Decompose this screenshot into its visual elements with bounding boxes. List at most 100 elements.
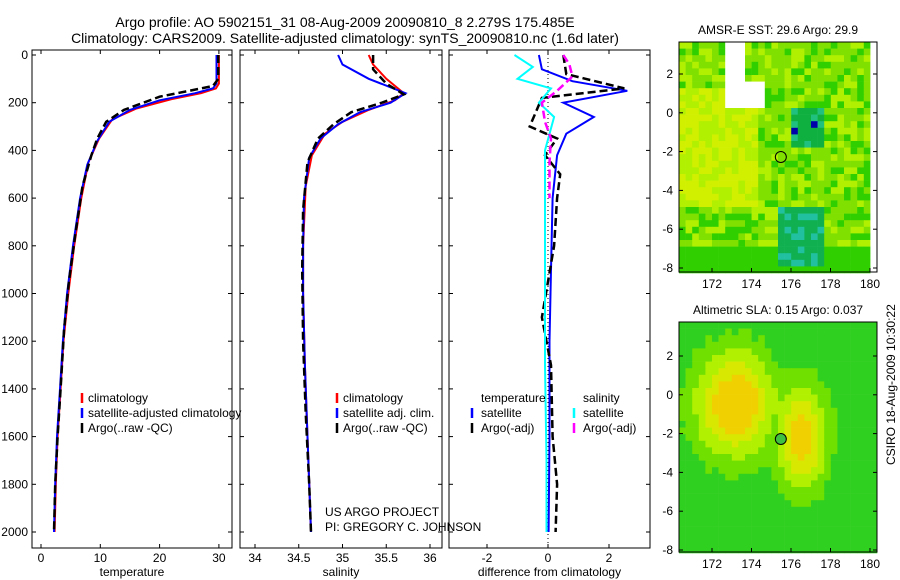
map-cell — [745, 533, 752, 541]
map-cell — [784, 513, 792, 521]
map-cell — [764, 473, 772, 481]
map-cell — [712, 427, 719, 435]
map-cell — [817, 440, 825, 448]
map-cell — [698, 233, 706, 241]
map-cell — [857, 180, 865, 188]
map-cell — [745, 220, 752, 228]
y-tick-label: -4 — [662, 183, 673, 197]
map-cell — [824, 75, 832, 82]
map-cell — [784, 246, 792, 254]
map-cell — [870, 147, 878, 155]
map-cell — [718, 94, 726, 102]
map-cell — [817, 94, 825, 102]
map-cell — [850, 440, 858, 448]
map-cell — [817, 220, 825, 228]
map-cell — [784, 259, 792, 267]
map-cell — [718, 322, 726, 329]
map-cell — [718, 440, 726, 448]
map-cell — [679, 154, 686, 162]
map-cell — [758, 253, 766, 261]
map-cell — [797, 506, 805, 514]
y-tick-label: -4 — [662, 465, 673, 479]
map-cell — [870, 355, 878, 362]
map-cell — [679, 68, 686, 76]
map-cell — [712, 174, 719, 181]
map-cell — [771, 460, 779, 468]
map-cell — [870, 134, 878, 142]
map-cell — [791, 226, 799, 234]
map-cell — [745, 473, 752, 481]
map-cell — [870, 374, 878, 382]
map-cell — [824, 68, 832, 76]
x-tick-label: 34.5 — [287, 551, 311, 565]
diff-axes-box — [448, 49, 651, 549]
map-cell — [705, 253, 713, 261]
map-cell — [804, 141, 812, 148]
map-cell — [712, 193, 719, 201]
map-cell — [791, 240, 799, 247]
map-cell — [758, 533, 766, 541]
map-cell — [771, 121, 779, 129]
map-cell — [731, 434, 739, 442]
map-cell — [850, 226, 858, 234]
map-cell — [764, 187, 772, 195]
map-cell — [811, 167, 818, 175]
map-cell — [679, 467, 686, 475]
map-cell — [830, 506, 838, 514]
map-cell — [745, 487, 752, 494]
map-cell — [824, 154, 832, 162]
map-cell — [817, 167, 825, 175]
map-cell — [784, 401, 792, 409]
map-cell — [824, 101, 832, 109]
map-cell — [712, 480, 719, 488]
map-cell — [745, 68, 752, 76]
map-cell — [797, 454, 805, 461]
map-cell — [791, 55, 799, 63]
map-cell — [870, 108, 878, 115]
map-cell — [738, 454, 746, 461]
map-cell — [837, 61, 845, 69]
map-cell — [712, 127, 719, 135]
map-cell — [791, 460, 799, 468]
map-cell — [870, 233, 878, 241]
map-cell — [778, 381, 785, 389]
map-cell — [771, 427, 779, 435]
map-cell — [731, 388, 739, 395]
map-cell — [811, 335, 818, 343]
map-cell — [870, 114, 878, 122]
map-cell — [764, 368, 772, 376]
map-cell — [811, 134, 818, 142]
map-cell — [771, 259, 779, 267]
map-cell — [725, 460, 733, 468]
map-cell — [837, 460, 845, 468]
map-cell — [718, 207, 726, 214]
map-cell — [850, 147, 858, 155]
map-cell — [830, 322, 838, 329]
map-cell — [817, 141, 825, 148]
map-cell — [857, 94, 865, 102]
map-cell — [718, 341, 726, 349]
map-cell — [705, 533, 713, 541]
map-cell — [712, 94, 719, 102]
map-cell — [778, 213, 785, 221]
map-cell — [863, 266, 871, 274]
map-cell — [764, 500, 772, 508]
map-cell — [771, 88, 779, 96]
map-cell — [824, 407, 832, 415]
map-cell — [850, 240, 858, 247]
map-cell — [830, 240, 838, 247]
map-cell — [811, 480, 818, 488]
map-cell — [731, 493, 739, 501]
map-cell — [751, 207, 759, 214]
map-cell — [685, 61, 693, 69]
map-cell — [844, 539, 851, 547]
map-cell — [751, 394, 759, 402]
map-cell — [857, 108, 865, 115]
map-cell — [764, 447, 772, 455]
map-cell — [705, 114, 713, 122]
map-cell — [778, 394, 785, 402]
map-cell — [863, 42, 871, 49]
map-cell — [692, 213, 700, 221]
map-cell — [712, 226, 719, 234]
map-cell — [870, 42, 878, 49]
